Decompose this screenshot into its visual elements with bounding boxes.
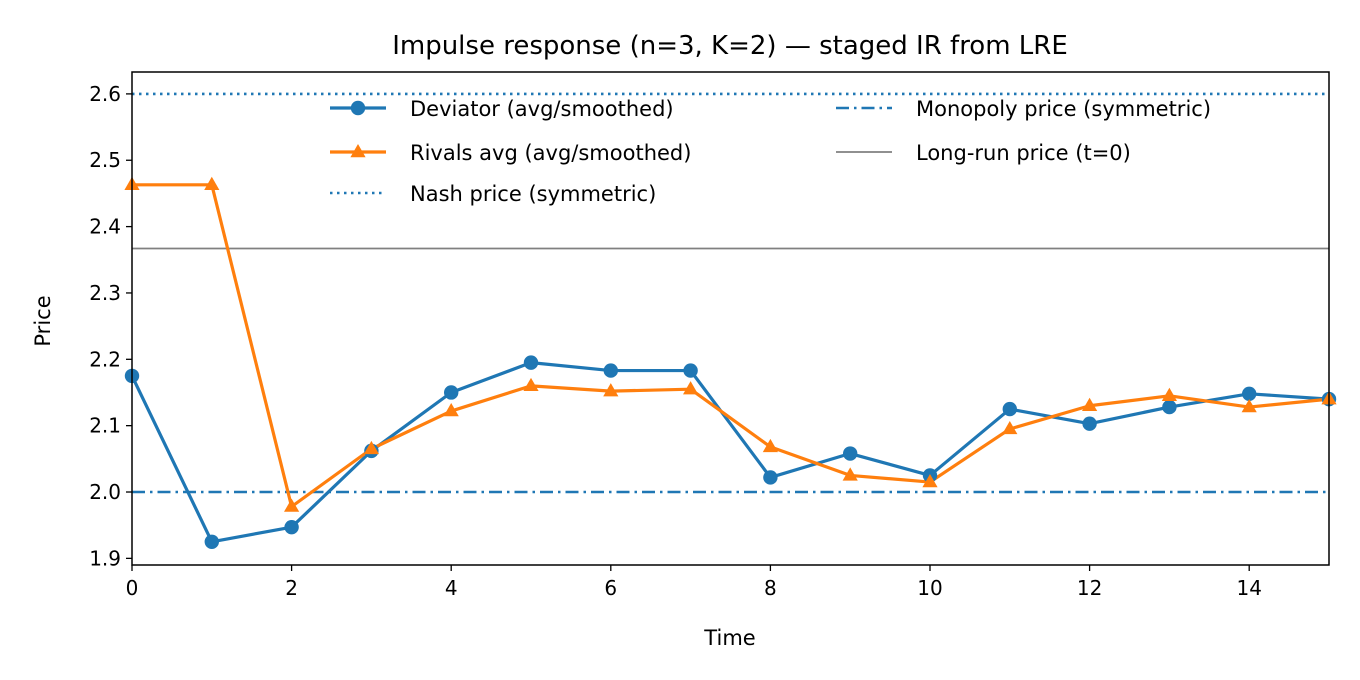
- data-point: [603, 363, 618, 378]
- legend-item: Long-run price (t=0): [836, 141, 1131, 165]
- data-point: [523, 355, 539, 370]
- data-point: [683, 381, 699, 395]
- legend-marker: [350, 144, 366, 158]
- series-line-0: [130, 361, 1330, 544]
- x-axis-ticks: 0 2 4 6 8 10 12 14: [126, 565, 1262, 600]
- data-point: [683, 363, 698, 378]
- y-tick-label: 2.3: [89, 281, 121, 305]
- legend-label: Rivals avg (avg/smoothed): [410, 141, 691, 165]
- x-tick-label: 4: [445, 576, 458, 600]
- legend-label: Nash price (symmetric): [410, 182, 656, 206]
- data-point: [284, 498, 300, 512]
- data-point: [443, 403, 459, 417]
- legend-item: Nash price (symmetric): [330, 182, 656, 206]
- plot-area-frame: [131, 71, 1330, 566]
- series-line-1: [132, 183, 1330, 509]
- data-point: [762, 438, 778, 453]
- legend: Deviator (avg/smoothed) Rivals avg (avg/s…: [330, 97, 1211, 206]
- chart-title: Impulse response (n=3, K=2) — staged IR …: [392, 31, 1068, 61]
- y-tick-label: 2.0: [89, 480, 121, 504]
- y-tick-label: 2.6: [89, 82, 121, 106]
- data-point: [1082, 416, 1097, 431]
- data-point: [204, 534, 219, 549]
- y-tick-label: 2.4: [89, 215, 121, 239]
- data-point: [523, 377, 539, 392]
- y-tick-label: 2.2: [89, 347, 121, 371]
- y-tick-label: 1.9: [89, 546, 121, 570]
- x-tick-label: 8: [764, 576, 777, 600]
- data-point: [1241, 399, 1257, 413]
- legend-label: Deviator (avg/smoothed): [410, 97, 674, 121]
- data-point: [843, 446, 858, 461]
- x-tick-label: 6: [604, 576, 617, 600]
- data-point: [842, 467, 858, 481]
- legend-label: Monopoly price (symmetric): [916, 97, 1211, 121]
- series-markers: [124, 176, 1337, 549]
- y-axis-label: Price: [31, 295, 55, 346]
- legend-item: Monopoly price (symmetric): [836, 97, 1211, 121]
- legend-item: Rivals avg (avg/smoothed): [330, 141, 691, 165]
- data-point: [204, 176, 220, 190]
- data-point: [763, 470, 778, 485]
- data-point: [922, 474, 938, 488]
- data-point: [1242, 386, 1257, 402]
- data-point: [1002, 420, 1018, 435]
- x-tick-label: 2: [285, 576, 298, 600]
- x-tick-label: 0: [126, 576, 139, 600]
- legend-item: Deviator (avg/smoothed): [330, 97, 674, 121]
- data-point: [1082, 397, 1098, 411]
- x-tick-label: 10: [917, 576, 942, 600]
- x-axis-label: Time: [703, 626, 755, 650]
- y-axis-ticks: 1.9 2.0 2.1 2.2 2.3 2.4 2.5 2.6: [89, 82, 132, 570]
- y-tick-label: 2.1: [89, 414, 121, 438]
- data-point: [1161, 387, 1177, 402]
- reference-lines: [132, 92, 1329, 494]
- data-point: [363, 440, 379, 455]
- data-point: [603, 383, 619, 397]
- data-point: [444, 385, 459, 400]
- data-point: [284, 519, 299, 535]
- legend-marker: [350, 100, 366, 116]
- y-tick-label: 2.5: [89, 148, 121, 172]
- legend-label: Long-run price (t=0): [916, 141, 1131, 165]
- data-point: [1162, 399, 1177, 415]
- x-tick-label: 14: [1236, 576, 1261, 600]
- data-point: [1002, 401, 1017, 417]
- x-tick-label: 12: [1077, 576, 1102, 600]
- series-lines: [130, 183, 1330, 544]
